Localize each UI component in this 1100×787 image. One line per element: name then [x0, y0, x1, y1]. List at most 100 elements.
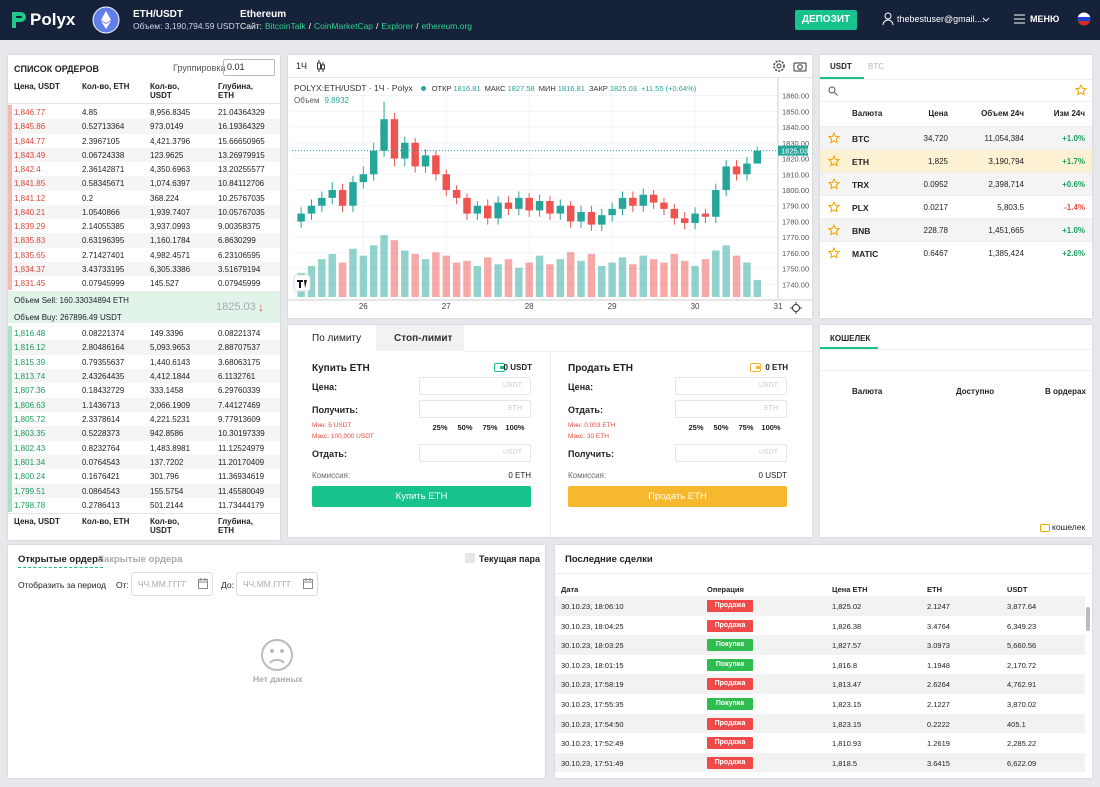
percent-button[interactable]: 100%: [505, 423, 525, 432]
candle-body: [598, 215, 606, 225]
star-icon-svg: [827, 200, 841, 213]
panel-title: Последние сделки: [565, 554, 653, 565]
site-link[interactable]: ethereum.org: [421, 21, 473, 31]
tab[interactable]: USDT: [830, 62, 852, 71]
field-label: Отдать:: [312, 449, 347, 459]
checkbox[interactable]: [465, 553, 475, 563]
percent-button[interactable]: 25%: [688, 423, 704, 432]
usdt: 2,285.22: [1007, 739, 1037, 749]
input[interactable]: ETH: [675, 400, 787, 418]
market-row[interactable]: MATIC 0.6467 1,385,424 +2.6%: [820, 241, 1092, 265]
candle-body: [753, 150, 761, 164]
y-tick-label: 1850.00: [782, 107, 809, 116]
percent-button[interactable]: 75%: [482, 423, 498, 432]
volume-bar: [349, 248, 357, 297]
candle-body: [318, 197, 326, 206]
volume-bar: [442, 255, 450, 297]
date-input[interactable]: ЧЧ.ММ.ГГГГ: [236, 572, 318, 596]
cell: 11.73444179: [218, 500, 265, 510]
scrollbar: [1086, 607, 1090, 631]
coin: MATIC: [852, 249, 879, 259]
percent-button[interactable]: 25%: [432, 423, 448, 432]
usdt: 6,349.23: [1007, 621, 1037, 631]
candle-body: [380, 119, 388, 151]
candle-body: [421, 155, 430, 167]
price-strip: [8, 190, 12, 205]
column-header: Цена: [928, 109, 948, 118]
site-link[interactable]: Explorer: [381, 21, 414, 31]
cell: 137.7202: [150, 457, 184, 467]
operation: Продажа: [707, 717, 753, 730]
x-tick-label: 27: [442, 302, 451, 311]
candle-body: [732, 166, 741, 175]
chevron-svg: [982, 17, 990, 22]
market-row[interactable]: PLX 0.0217 5,803.5 -1.4%: [820, 195, 1092, 219]
deposit-button[interactable]: ДЕПОЗИТ: [795, 10, 857, 30]
candle-body: [483, 205, 492, 219]
cell: 4,421.3796: [150, 136, 191, 146]
eth: 3.0973: [927, 641, 950, 651]
empty-icon-svg: [261, 639, 293, 671]
divider: [820, 349, 1092, 350]
trade-row: [555, 752, 1085, 773]
date-input[interactable]: ЧЧ.ММ.ГГГГ: [131, 572, 213, 596]
input[interactable]: USDT: [675, 377, 787, 395]
cell: 3.43733195: [82, 264, 125, 274]
market-row[interactable]: ETH 1,825 3,190,794 +1.7%: [820, 149, 1092, 173]
cell: 0.08221374: [82, 329, 125, 338]
input[interactable]: USDT: [419, 377, 531, 395]
input[interactable]: USDT: [675, 444, 787, 462]
menu-icon: [1014, 14, 1025, 24]
cell: 0.0864543: [82, 486, 120, 496]
coin: ETH: [852, 157, 869, 167]
wallet-icon-svg: [1040, 524, 1050, 532]
change: +11.55 (+0.64%): [640, 83, 697, 93]
grouping-select[interactable]: 0.01: [223, 59, 275, 76]
interval[interactable]: 1Ч: [296, 61, 308, 71]
tab[interactable]: Открытые ордера: [18, 554, 104, 568]
change: +1.0%: [1062, 226, 1085, 235]
market-row[interactable]: TRX 0.0952 2,398,714 +0.6%: [820, 172, 1092, 196]
candle-body: [297, 213, 305, 222]
tab[interactable]: Стоп-лимит: [394, 333, 453, 344]
operation: Продажа: [707, 600, 753, 612]
market-row[interactable]: BNB 228.78 1,451,665 +1.0%: [820, 218, 1092, 242]
header: Polyx ETH/USDT Объем: 3,190,794.59 USDT Eth…: [0, 0, 1100, 40]
divider: [8, 513, 280, 514]
percent-button[interactable]: 75%: [738, 423, 754, 432]
site-link[interactable]: BitcoinTalk: [264, 21, 306, 31]
column-header: Кол-во, ETH: [82, 517, 130, 526]
column-header: Доступно: [956, 387, 995, 396]
percent-button[interactable]: 100%: [761, 423, 781, 432]
site-link[interactable]: CoinMarketCap: [313, 21, 374, 31]
price-strip: [8, 219, 12, 234]
cell: 6.8630299: [218, 236, 256, 246]
tab-underline: [820, 347, 878, 349]
y-tick-label: 1810.00: [782, 170, 809, 179]
volume-bar: [732, 255, 741, 297]
date: 30.10.23, 18:03:25: [561, 641, 624, 651]
percent-button[interactable]: 50%: [457, 423, 473, 432]
volume-bar: [639, 255, 647, 297]
submit-button[interactable]: Купить ETH: [312, 486, 531, 507]
menu[interactable]: МЕНЮ: [1030, 14, 1060, 24]
wallet-link[interactable]: кошелек: [1052, 522, 1086, 532]
input[interactable]: USDT: [419, 444, 531, 462]
tab[interactable]: Закрытые ордера: [98, 554, 183, 565]
tab[interactable]: По лимиту: [312, 333, 362, 344]
y-tick-label: 1770.00: [782, 233, 809, 242]
last-price: 1825.03: [216, 301, 256, 313]
field-label: Цена:: [312, 382, 338, 392]
ohlc-label: МИН: [538, 83, 556, 93]
percent-button[interactable]: 50%: [713, 423, 729, 432]
tab[interactable]: BTC: [868, 62, 884, 71]
submit-button[interactable]: Продать ETH: [568, 486, 787, 507]
input[interactable]: ETH: [419, 400, 531, 418]
price-strip: [8, 162, 12, 177]
candle-body: [515, 197, 523, 209]
user[interactable]: thebestuser@gmail....: [897, 14, 985, 24]
fee: 0 ETH: [508, 471, 531, 480]
candle-body: [660, 202, 668, 209]
market-row[interactable]: BTC 34,720 11,054,384 +1.0%: [820, 126, 1092, 150]
change: +1.7%: [1062, 157, 1085, 166]
